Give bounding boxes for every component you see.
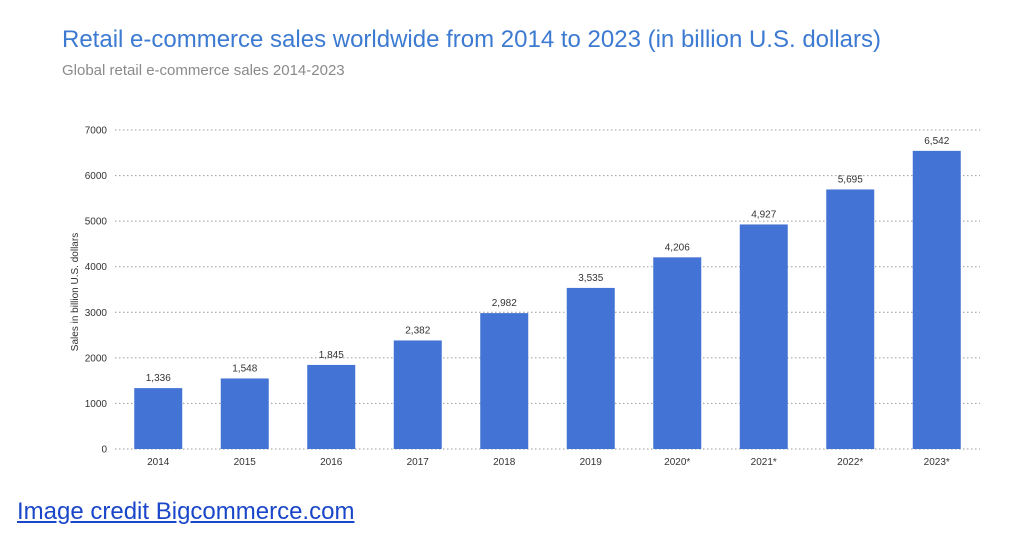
- y-tick-label: 5000: [85, 217, 108, 228]
- y-tick-label: 3000: [85, 308, 108, 319]
- bar: [393, 340, 442, 449]
- x-tick-label: 2016: [320, 457, 343, 468]
- bar: [826, 189, 875, 450]
- y-tick-label: 6000: [85, 171, 108, 182]
- bar-value-label: 6,542: [924, 136, 949, 147]
- bar: [134, 388, 183, 449]
- x-tick-label: 2020*: [664, 457, 690, 468]
- bar-value-label: 5,695: [838, 174, 863, 185]
- bar: [739, 224, 788, 449]
- x-tick-label: 2022*: [837, 457, 863, 468]
- y-axis-ticks: 0 1000 2000 3000 4000 5000 6000 7000: [85, 126, 108, 456]
- x-tick-label: 2018: [493, 457, 516, 468]
- bar-value-label: 2,982: [492, 298, 517, 309]
- bar: [480, 313, 529, 449]
- x-tick-label: 2019: [580, 457, 603, 468]
- bar-value-label: 3,535: [578, 273, 603, 284]
- x-tick-label: 2017: [407, 457, 430, 468]
- chart-title: Retail e-commerce sales worldwide from 2…: [62, 26, 882, 53]
- bars: [134, 150, 961, 450]
- y-axis-title: Sales in billion U.S. dollars: [70, 233, 81, 351]
- y-tick-label: 4000: [85, 262, 108, 273]
- y-tick-label: 0: [101, 445, 107, 456]
- x-tick-label: 2021*: [751, 457, 777, 468]
- bar-value-label: 1,548: [232, 363, 257, 374]
- y-tick-label: 7000: [85, 126, 108, 137]
- chart-subtitle: Global retail e-commerce sales 2014-2023: [62, 62, 345, 79]
- x-tick-label: 2014: [147, 457, 170, 468]
- x-tick-label: 2015: [234, 457, 257, 468]
- y-tick-label: 1000: [85, 399, 108, 410]
- bar: [653, 257, 702, 449]
- bar-value-label: 4,206: [665, 242, 690, 253]
- bar-value-label: 1,845: [319, 350, 344, 361]
- bar-value-label: 2,382: [405, 325, 430, 336]
- bar-value-labels: 1,336 1,548 1,845 2,382 2,982 3,535 4,206 4,927…: [146, 136, 950, 384]
- bar: [912, 150, 961, 450]
- x-axis-ticks: 2014 2015 2016 2017 2018 2019 2020* 2021* 2022* 2…: [147, 457, 950, 468]
- bar-chart: 0 1000 2000 3000 4000 5000 6000 7000 1,336 1,548…: [70, 126, 980, 468]
- bar: [566, 287, 615, 449]
- bar-value-label: 4,927: [751, 209, 776, 220]
- x-tick-label: 2023*: [924, 457, 950, 468]
- bar: [307, 364, 356, 449]
- bar: [220, 378, 269, 449]
- y-tick-label: 2000: [85, 353, 108, 364]
- image-credit-link[interactable]: Image credit Bigcommerce.com: [17, 498, 355, 525]
- bar-value-label: 1,336: [146, 373, 171, 384]
